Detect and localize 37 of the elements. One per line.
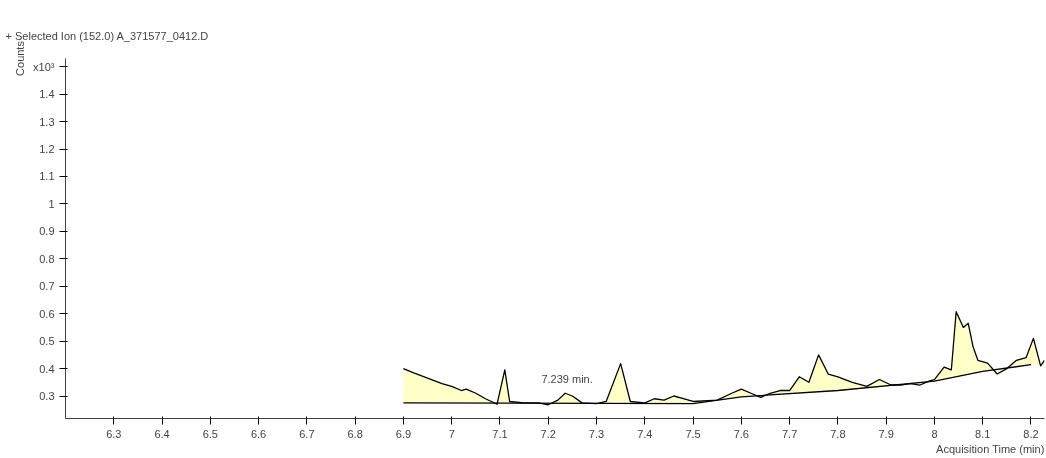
y-tick-label: 0.5 (39, 335, 55, 348)
x-tick-label: 7.9 (878, 427, 894, 440)
x-tick-label: 6.7 (299, 427, 315, 440)
x-tick-label: 8.2 (1023, 427, 1039, 440)
y-tick-label: 1.3 (39, 115, 55, 128)
y-tick-label: 0.9 (39, 225, 55, 238)
y-tick-label: 0.6 (39, 307, 55, 320)
y-axis-title: Counts (14, 40, 27, 76)
y-tick-label: 1.1 (39, 170, 55, 183)
y-tick-label: 1.2 (39, 143, 55, 156)
x-tick-label: 8 (931, 427, 938, 440)
x-tick-label: 7.6 (733, 427, 749, 440)
x-tick-label: 6.8 (347, 427, 363, 440)
x-tick-label: 7.2 (540, 427, 556, 440)
x-tick-label: 6.9 (395, 427, 412, 440)
x-tick-label: 6.4 (154, 427, 170, 440)
y-tick-label: 0.8 (39, 252, 55, 265)
x-tick-label: 6.6 (250, 427, 267, 440)
y-tick-label: 0.3 (39, 390, 55, 402)
y-tick-label: 0.4 (39, 362, 55, 375)
x-tick-label: 7.8 (830, 427, 846, 440)
x-axis-title: Acquisition Time (min) (936, 442, 1045, 455)
y-tick-label: 0.7 (39, 280, 55, 293)
y-tick-label: x10³ (33, 60, 55, 73)
x-tick-label: 6.5 (202, 427, 218, 440)
x-tick-label: 7 (448, 427, 455, 440)
x-tick-label: 7.5 (685, 427, 701, 440)
x-tick-label: 7.4 (637, 427, 653, 440)
y-tick-label: 1.4 (39, 88, 55, 101)
annotation: 7.239 min. (541, 373, 593, 386)
y-tick-label: 1 (48, 197, 55, 210)
x-tick-label: 7.1 (492, 427, 508, 440)
x-tick-label: 6.3 (106, 427, 122, 440)
chart-title: + Selected Ion (152.0) A_371577_0412.D (5, 29, 209, 42)
x-tick-label: 7.3 (588, 427, 605, 440)
x-tick-label: 8.1 (975, 427, 991, 440)
x-tick-label: 7.7 (781, 427, 798, 440)
